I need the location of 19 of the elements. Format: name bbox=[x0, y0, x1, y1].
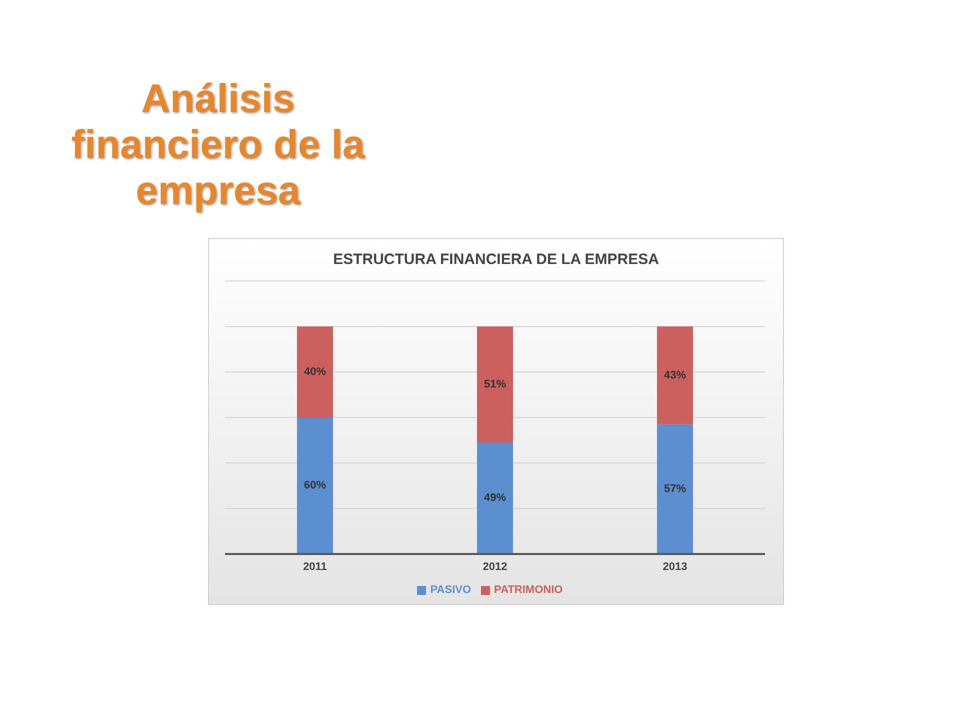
data-label: 49% bbox=[484, 492, 506, 504]
bar bbox=[477, 442, 513, 554]
x-tick-label: 2011 bbox=[303, 560, 327, 573]
data-label: 51% bbox=[484, 378, 506, 390]
x-tick-label: 2012 bbox=[482, 560, 508, 573]
bar bbox=[657, 326, 693, 424]
legend-label: PATRIMONIO bbox=[494, 584, 563, 596]
data-label: 43% bbox=[664, 369, 686, 382]
chart-subtitle: ESTRUCTURA FINANCIERA DE LA EMPRESA bbox=[332, 251, 660, 270]
bar bbox=[297, 418, 333, 554]
data-label: 60% bbox=[304, 480, 326, 492]
data-label: 57% bbox=[664, 483, 686, 496]
bar bbox=[297, 326, 333, 418]
data-label: 40% bbox=[304, 366, 326, 378]
bar bbox=[477, 326, 513, 443]
chart-title: Análisis financiero de la empresa bbox=[70, 76, 366, 214]
bar bbox=[657, 424, 693, 554]
legend-label: PASIVO bbox=[430, 584, 472, 596]
x-tick-label: 2013 bbox=[662, 560, 688, 573]
